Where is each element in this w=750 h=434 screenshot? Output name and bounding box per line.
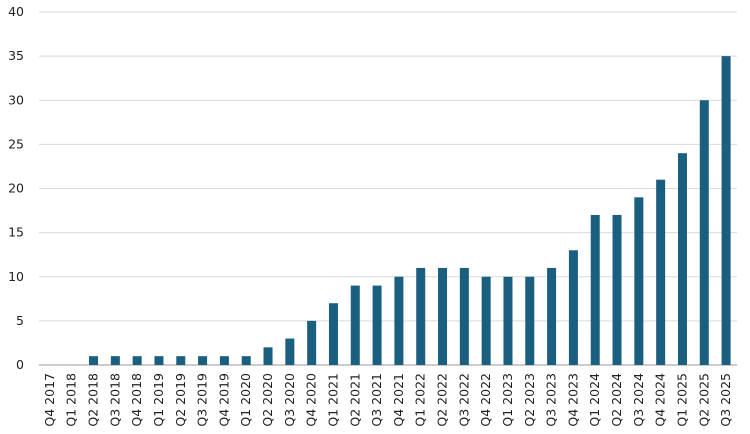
bar (612, 214, 622, 365)
y-tick-label: 30 (8, 92, 24, 107)
x-tick-label: Q4 2019 (216, 373, 231, 427)
bar (394, 276, 404, 365)
y-tick-label: 0 (16, 357, 24, 372)
x-tick-label: Q3 2025 (718, 373, 733, 427)
x-tick-label: Q2 2023 (522, 373, 537, 427)
x-tick-label: Q3 2019 (195, 373, 210, 427)
x-tick-label: Q2 2025 (696, 373, 711, 427)
bar (350, 285, 360, 365)
x-tick-label: Q1 2019 (151, 373, 166, 427)
x-tick-label: Q1 2024 (587, 373, 602, 427)
bar (721, 56, 731, 365)
x-tick-label: Q3 2024 (631, 373, 646, 427)
bar (263, 347, 273, 365)
y-tick-label: 20 (8, 181, 24, 196)
bar (241, 356, 251, 365)
bar (438, 267, 448, 365)
bar (525, 276, 535, 365)
x-tick-label: Q1 2025 (674, 373, 689, 427)
x-tick-label: Q1 2018 (64, 373, 79, 427)
x-tick-label: Q4 2024 (653, 373, 668, 427)
x-tick-label: Q4 2018 (129, 373, 144, 427)
x-tick-label: Q4 2023 (565, 373, 580, 427)
bar (154, 356, 164, 365)
bar (285, 338, 295, 365)
bar (416, 267, 426, 365)
x-tick-label: Q3 2021 (369, 373, 384, 427)
bar (503, 276, 513, 365)
x-tick-label: Q2 2019 (173, 373, 188, 427)
bar (699, 100, 709, 365)
x-tick-label: Q4 2021 (391, 373, 406, 427)
x-tick-label: Q4 2020 (304, 373, 319, 427)
bar (656, 179, 666, 365)
bar (89, 356, 99, 365)
y-tick-label: 35 (8, 48, 24, 63)
x-tick-label: Q3 2020 (282, 373, 297, 427)
x-tick-label: Q2 2024 (609, 373, 624, 427)
bar (372, 285, 382, 365)
bar (634, 197, 644, 365)
bar (459, 267, 469, 365)
x-tick-label: Q3 2023 (544, 373, 559, 427)
x-tick-label: Q2 2020 (260, 373, 275, 427)
bar (110, 356, 120, 365)
x-tick-label: Q3 2022 (456, 373, 471, 427)
x-tick-label: Q1 2020 (238, 373, 253, 427)
bar (307, 320, 317, 365)
bar (590, 214, 600, 365)
x-tick-label: Q2 2021 (347, 373, 362, 427)
x-tick-label: Q4 2022 (478, 373, 493, 427)
y-tick-label: 40 (8, 4, 24, 19)
y-tick-label: 25 (8, 136, 24, 151)
bar (219, 356, 229, 365)
bar (547, 267, 557, 365)
y-tick-label: 15 (8, 225, 24, 240)
bar (677, 153, 687, 365)
y-tick-label: 10 (8, 269, 24, 284)
x-tick-label: Q3 2018 (107, 373, 122, 427)
y-tick-label: 5 (16, 313, 24, 328)
x-tick-label: Q1 2023 (500, 373, 515, 427)
x-tick-label: Q1 2021 (325, 373, 340, 427)
x-tick-label: Q4 2017 (42, 373, 57, 427)
bar (176, 356, 186, 365)
x-tick-label: Q2 2022 (435, 373, 450, 427)
bar (568, 250, 578, 365)
bar (198, 356, 208, 365)
x-tick-label: Q1 2022 (413, 373, 428, 427)
x-tick-label: Q2 2018 (86, 373, 101, 427)
bar (328, 303, 338, 365)
bar (132, 356, 142, 365)
bar (481, 276, 491, 365)
